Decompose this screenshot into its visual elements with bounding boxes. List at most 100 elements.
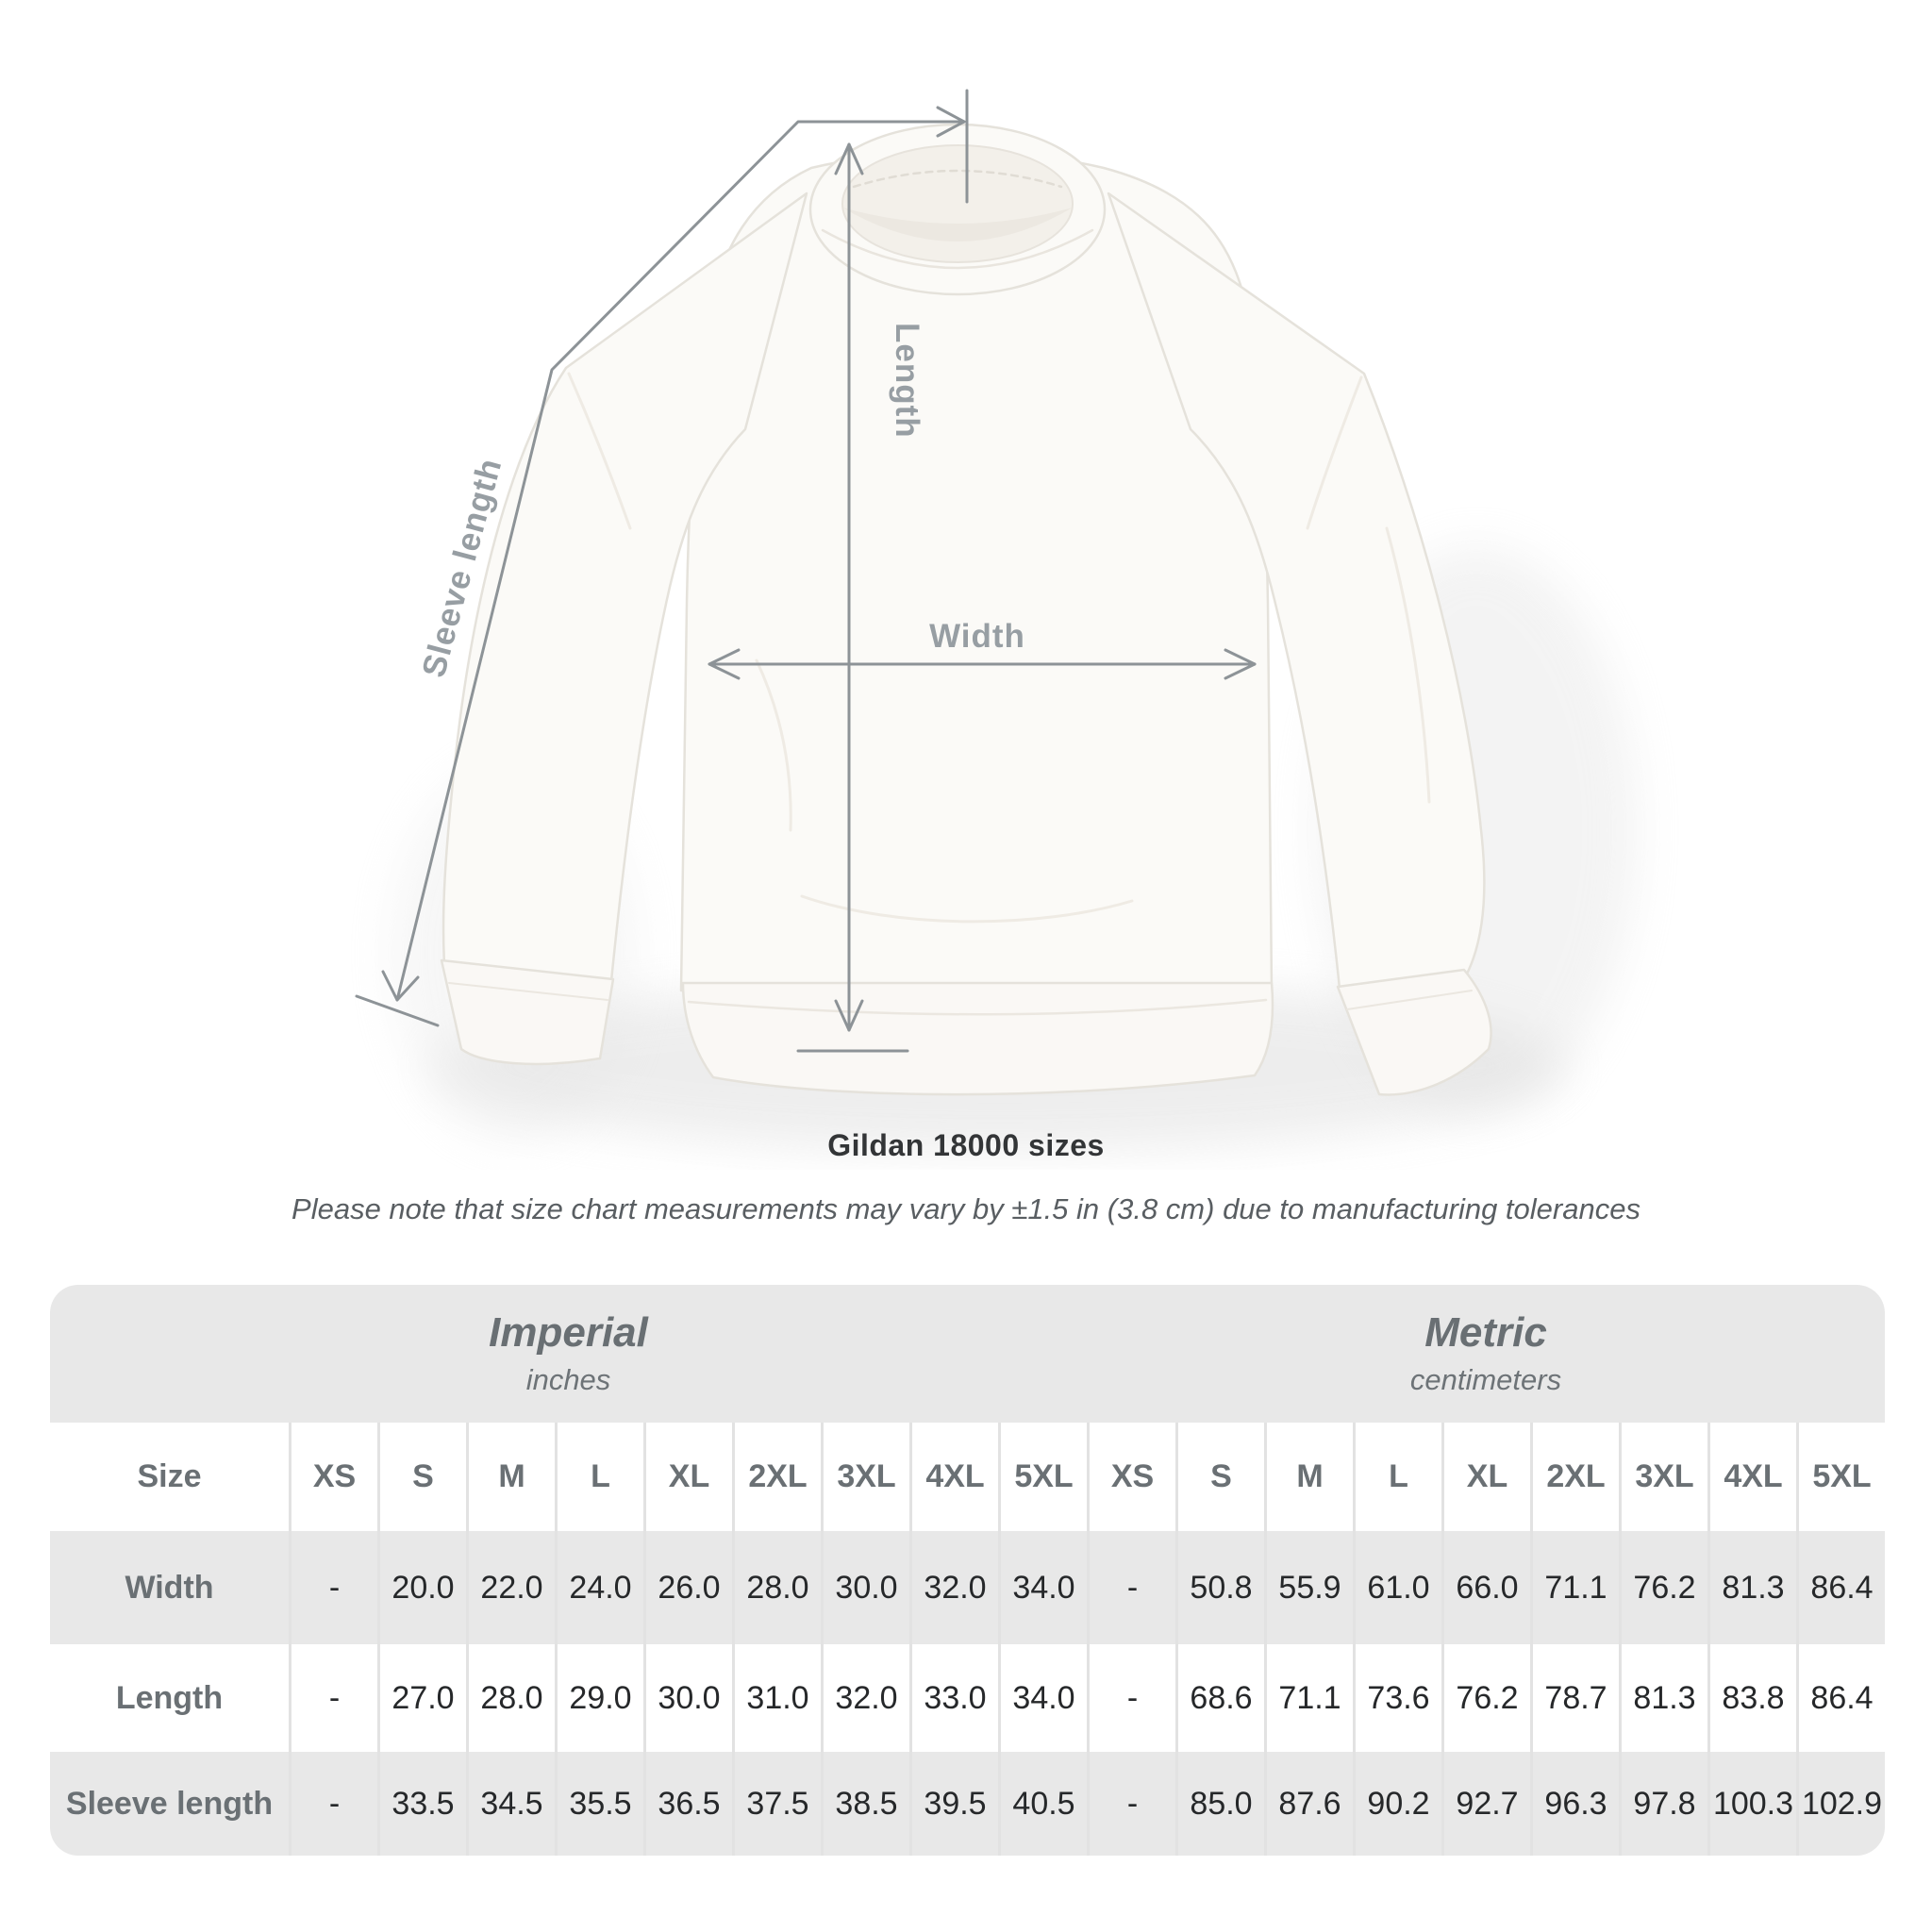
- value-cell-metric-xs: -: [1087, 1752, 1175, 1856]
- value-cell-imperial-5xl: 34.0: [998, 1531, 1087, 1644]
- value-cell-metric-l: 90.2: [1353, 1752, 1441, 1856]
- value-cell-metric-3xl: 81.3: [1619, 1644, 1707, 1752]
- value-cell-metric-5xl: 86.4: [1796, 1531, 1885, 1644]
- value-cell-metric-2xl: 78.7: [1530, 1644, 1619, 1752]
- table-header-row: Size XS S M L XL 2XL 3XL 4XL 5XL XS S M L XL 2XL 3XL 4XL 5…: [50, 1423, 1885, 1531]
- value-cell-metric-l: 61.0: [1353, 1531, 1441, 1644]
- size-header-metric-5xl: 5XL: [1796, 1423, 1885, 1531]
- imperial-unit: inches: [525, 1363, 611, 1396]
- value-cell-imperial-l: 29.0: [555, 1644, 643, 1752]
- sweatshirt-right-cuff: [1336, 968, 1492, 1096]
- row-label: Width: [125, 1569, 214, 1606]
- table-row-sleeve: Sleeve length -33.5 34.5 35.5 36.5 37.5 38.5 39…: [50, 1752, 1885, 1856]
- size-header-imperial-3xl: 3XL: [821, 1423, 909, 1531]
- imperial-label: Imperial: [489, 1309, 648, 1356]
- value-cell-imperial-l: 35.5: [555, 1752, 643, 1856]
- value-cell-imperial-s: 20.0: [377, 1531, 466, 1644]
- size-header-metric-l: L: [1353, 1423, 1441, 1531]
- value-cell-imperial-5xl: 40.5: [998, 1752, 1087, 1856]
- fabric-creases: [567, 372, 1431, 924]
- value-cell-metric-xs: -: [1087, 1531, 1175, 1644]
- metric-unit: centimeters: [1409, 1363, 1562, 1396]
- size-header-imperial-xl: XL: [643, 1423, 732, 1531]
- value-cell-imperial-l: 24.0: [555, 1531, 643, 1644]
- value-cell-metric-m: 55.9: [1264, 1531, 1353, 1644]
- value-cell-metric-5xl: 86.4: [1796, 1644, 1885, 1752]
- size-header-imperial-2xl: 2XL: [732, 1423, 821, 1531]
- size-header-metric-2xl: 2XL: [1530, 1423, 1619, 1531]
- width-dimension-label: Width: [929, 618, 1025, 655]
- size-header-metric-xs: XS: [1087, 1423, 1175, 1531]
- size-header-metric-s: S: [1175, 1423, 1264, 1531]
- value-cell-imperial-xl: 36.5: [643, 1752, 732, 1856]
- imperial-unit-header: Imperial inches: [50, 1285, 1087, 1423]
- sweatshirt-left-cuff: [440, 958, 615, 1066]
- size-header-imperial-4xl: 4XL: [909, 1423, 998, 1531]
- table-row-length: Length -27.0 28.0 29.0 30.0 31.0 32.0 33.0 34.0-…: [50, 1644, 1885, 1752]
- size-header-imperial-m: M: [466, 1423, 555, 1531]
- value-cell-imperial-s: 27.0: [377, 1644, 466, 1752]
- value-cell-imperial-xs: -: [289, 1644, 377, 1752]
- size-header-imperial-5xl: 5XL: [998, 1423, 1087, 1531]
- value-cell-metric-l: 73.6: [1353, 1644, 1441, 1752]
- value-cell-metric-4xl: 100.3: [1707, 1752, 1796, 1856]
- size-header-imperial-l: L: [555, 1423, 643, 1531]
- metric-unit-header: Metric centimeters: [1087, 1285, 1885, 1423]
- value-cell-metric-m: 71.1: [1264, 1644, 1353, 1752]
- value-cell-imperial-m: 34.5: [466, 1752, 555, 1856]
- sweatshirt-hem: [681, 981, 1274, 1096]
- table-row-width: Width -20.0 22.0 24.0 26.0 28.0 30.0 32.0 34.0-5…: [50, 1531, 1885, 1644]
- value-cell-metric-xl: 66.0: [1441, 1531, 1530, 1644]
- value-cell-metric-5xl: 102.9: [1796, 1752, 1885, 1856]
- row-label: Sleeve length: [65, 1785, 274, 1822]
- tolerance-note: Please note that size chart measurements…: [291, 1192, 1641, 1225]
- sweatshirt-diagram: Length Width Sleeve length: [355, 89, 1637, 1151]
- value-cell-imperial-2xl: 31.0: [732, 1644, 821, 1752]
- size-header-metric-m: M: [1264, 1423, 1353, 1531]
- sweatshirt-collar: [808, 123, 1107, 296]
- value-cell-metric-xl: 92.7: [1441, 1752, 1530, 1856]
- value-cell-metric-3xl: 76.2: [1619, 1531, 1707, 1644]
- value-cell-imperial-xl: 26.0: [643, 1531, 732, 1644]
- value-cell-imperial-m: 28.0: [466, 1644, 555, 1752]
- value-cell-imperial-m: 22.0: [466, 1531, 555, 1644]
- value-cell-imperial-3xl: 32.0: [821, 1644, 909, 1752]
- cuff-tick: [355, 994, 440, 1027]
- value-cell-imperial-4xl: 33.0: [909, 1644, 998, 1752]
- metric-label: Metric: [1424, 1309, 1547, 1356]
- size-header-imperial-xs: XS: [289, 1423, 377, 1531]
- value-cell-imperial-xs: -: [289, 1531, 377, 1644]
- page-title: Gildan 18000 sizes: [827, 1128, 1105, 1162]
- value-cell-imperial-xl: 30.0: [643, 1644, 732, 1752]
- value-cell-metric-2xl: 96.3: [1530, 1752, 1619, 1856]
- length-dimension-label: Length: [889, 323, 925, 439]
- unit-band: Imperial inches Metric centimeters: [50, 1285, 1885, 1423]
- sleeve-length-line: [395, 120, 966, 1002]
- value-cell-metric-xs: -: [1087, 1644, 1175, 1752]
- value-cell-metric-s: 68.6: [1175, 1644, 1264, 1752]
- value-cell-metric-m: 87.6: [1264, 1752, 1353, 1856]
- size-table: Imperial inches Metric centimeters Size X…: [50, 1285, 1885, 1856]
- value-cell-metric-4xl: 81.3: [1707, 1531, 1796, 1644]
- value-cell-metric-3xl: 97.8: [1619, 1752, 1707, 1856]
- value-cell-imperial-2xl: 37.5: [732, 1752, 821, 1856]
- value-cell-imperial-4xl: 39.5: [909, 1752, 998, 1856]
- size-column-header: Size: [137, 1458, 202, 1494]
- value-cell-metric-xl: 76.2: [1441, 1644, 1530, 1752]
- dimension-lines: [355, 89, 1257, 1053]
- size-header-imperial-s: S: [377, 1423, 466, 1531]
- value-cell-imperial-3xl: 30.0: [821, 1531, 909, 1644]
- value-cell-imperial-2xl: 28.0: [732, 1531, 821, 1644]
- value-cell-imperial-3xl: 38.5: [821, 1752, 909, 1856]
- value-cell-imperial-4xl: 32.0: [909, 1531, 998, 1644]
- value-cell-metric-s: 85.0: [1175, 1752, 1264, 1856]
- value-cell-metric-4xl: 83.8: [1707, 1644, 1796, 1752]
- row-label: Length: [115, 1679, 224, 1716]
- size-header-metric-4xl: 4XL: [1707, 1423, 1796, 1531]
- value-cell-imperial-xs: -: [289, 1752, 377, 1856]
- value-cell-metric-s: 50.8: [1175, 1531, 1264, 1644]
- value-cell-imperial-s: 33.5: [377, 1752, 466, 1856]
- value-cell-metric-2xl: 71.1: [1530, 1531, 1619, 1644]
- size-header-metric-3xl: 3XL: [1619, 1423, 1707, 1531]
